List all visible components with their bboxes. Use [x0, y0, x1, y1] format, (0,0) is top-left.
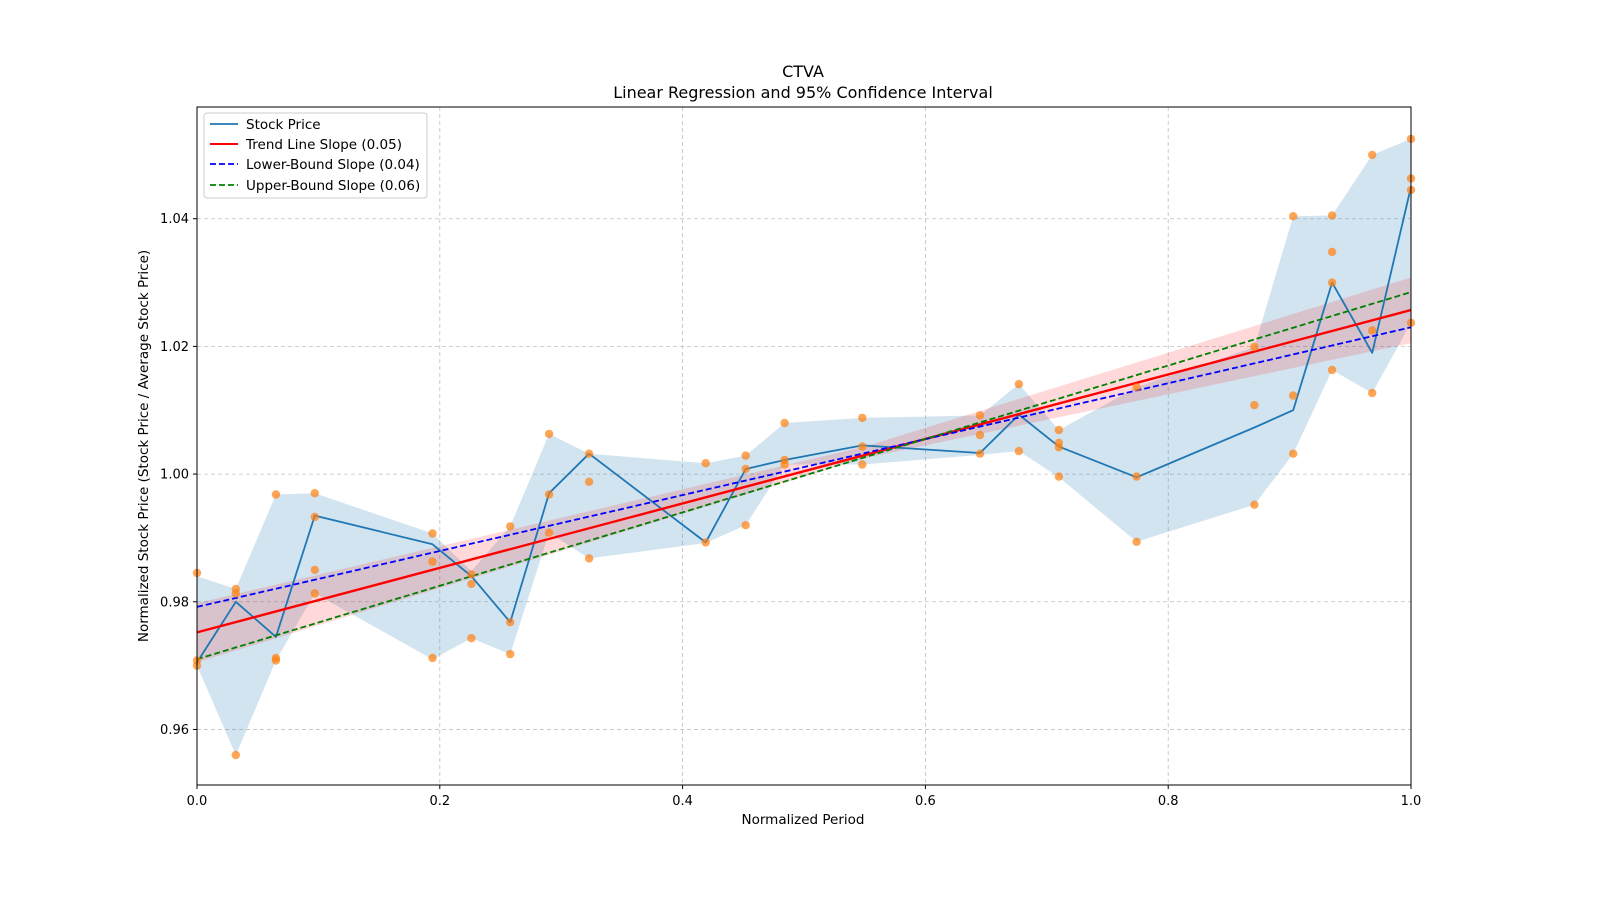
scatter-point [1327, 278, 1337, 287]
y-tick-label: 1.00 [160, 468, 189, 483]
scatter-point [1014, 379, 1024, 389]
scatter-point [1289, 391, 1298, 400]
scatter-point [271, 490, 281, 499]
x-tick-label: 0.0 [187, 794, 208, 809]
stock-price-line [196, 186, 1412, 663]
scatter-point [701, 459, 710, 468]
legend-label-lower-bound: Lower-Bound Slope (0.04) [246, 157, 420, 173]
scatter-point [428, 653, 437, 663]
scatter-point [741, 451, 750, 460]
plot-frame [196, 106, 1412, 786]
scatter-point [271, 656, 281, 665]
x-axis-ticks: 0.0 0.2 0.4 0.6 0.8 1.0 [187, 785, 1422, 809]
scatter-point [1368, 388, 1377, 398]
scatter-point [975, 430, 985, 440]
chart-subtitle: Linear Regression and 95% Confidence Int… [613, 83, 993, 102]
scatter-point [1132, 537, 1141, 546]
x-tick-label: 0.2 [429, 794, 450, 809]
x-tick-label: 1.0 [1401, 794, 1422, 809]
scatter-point [506, 649, 515, 659]
scatter-point [1250, 342, 1259, 352]
scatter-point [741, 521, 750, 530]
y-tick-label: 0.96 [160, 723, 189, 738]
scatter-point [428, 529, 437, 538]
x-axis-label: Normalized Period [742, 812, 865, 828]
legend: Stock Price Trend Line Slope (0.05) Lowe… [203, 112, 428, 199]
scatter-point [1368, 150, 1377, 160]
x-tick-label: 0.8 [1158, 794, 1179, 809]
grid-lines [196, 107, 1412, 785]
y-axis-ticks: 0.96 0.98 1.00 1.02 1.04 [160, 212, 197, 738]
scatter-point [1054, 425, 1064, 435]
legend-label-stock-price: Stock Price [246, 117, 321, 133]
scatter-point [1368, 326, 1377, 335]
legend-label-upper-bound: Upper-Bound Slope (0.06) [246, 178, 420, 194]
scatter-point [231, 750, 240, 760]
y-tick-label: 1.02 [160, 340, 189, 355]
scatter-point [544, 528, 554, 537]
scatter-point [1327, 247, 1337, 257]
scatter-point [780, 418, 789, 428]
scatter-point [1250, 500, 1259, 509]
scatter-point [310, 512, 319, 522]
scatter-point [544, 429, 554, 439]
scatter-point [975, 449, 985, 458]
y-axis-label: Normalized Stock Price (Stock Price / Av… [136, 250, 152, 642]
trend-confidence-band [197, 277, 1411, 663]
scatter-point [1289, 449, 1298, 458]
series-lines [196, 186, 1412, 663]
confidence-bands [197, 138, 1411, 755]
scatter-point [741, 464, 750, 474]
scatter-point [1327, 365, 1337, 375]
scatter-point [1054, 443, 1064, 452]
scatter-point [310, 565, 319, 575]
scatter-point [858, 460, 867, 469]
scatter-point [231, 589, 240, 598]
scatter-point [544, 490, 554, 499]
scatter-point [1014, 446, 1024, 456]
scatter-point [467, 579, 476, 589]
scatter-point [1250, 400, 1259, 410]
scatter-point [1132, 472, 1141, 481]
upper-bound-line [196, 291, 1412, 661]
legend-box [203, 112, 428, 199]
scatter-point [584, 449, 594, 458]
scatter-point [1132, 383, 1141, 392]
scatter-point [506, 618, 515, 627]
scatter-point [858, 413, 867, 423]
stock-price-band [197, 138, 1411, 755]
scatter-point [467, 570, 476, 579]
trend-line [196, 308, 1412, 634]
legend-label-trend-line: Trend Line Slope (0.05) [245, 137, 402, 153]
x-tick-label: 0.6 [915, 794, 936, 809]
scatter-point [858, 442, 867, 451]
scatter-point [584, 477, 594, 486]
scatter-point [975, 411, 985, 420]
y-tick-label: 0.98 [160, 595, 189, 610]
scatter-point [310, 489, 319, 498]
x-tick-label: 0.4 [672, 794, 693, 809]
scatter-point [467, 634, 476, 643]
y-tick-label: 1.04 [160, 212, 189, 227]
lower-bound-line [196, 326, 1412, 608]
scatter-point [1054, 472, 1064, 481]
scatter-point [701, 538, 710, 547]
scatter-point [1289, 212, 1298, 221]
scatter-point [310, 589, 319, 598]
chart-title: CTVA [782, 62, 824, 81]
scatter-point [506, 522, 515, 531]
scatter-point [428, 557, 437, 566]
scatter-point [1327, 211, 1337, 220]
scatter-point [584, 554, 594, 563]
scatter-point [780, 460, 789, 469]
